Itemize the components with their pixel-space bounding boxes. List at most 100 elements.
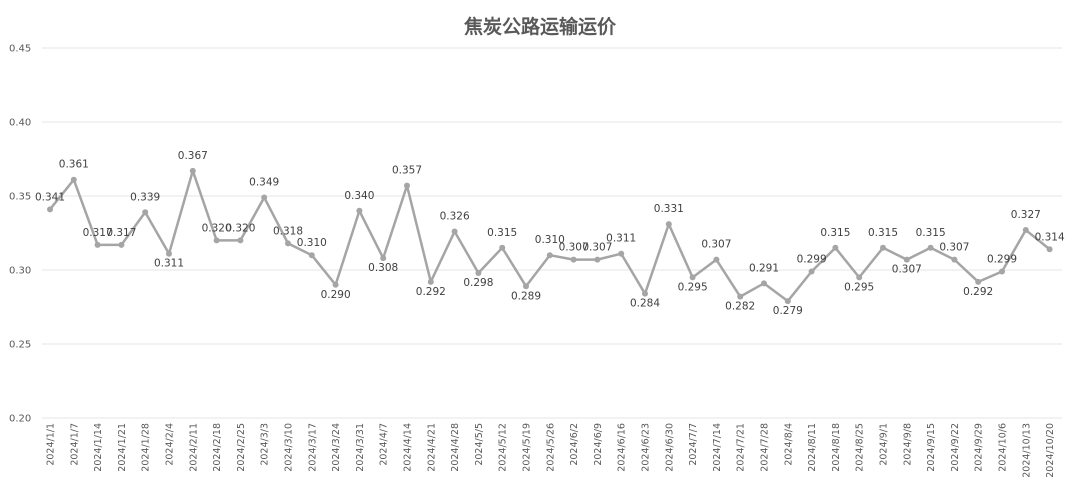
data-point: [713, 256, 720, 263]
data-label: 0.314: [1035, 231, 1065, 243]
data-label: 0.290: [321, 289, 351, 301]
data-label: 0.340: [344, 190, 374, 202]
data-point: [618, 250, 625, 257]
data-label: 0.320: [202, 222, 232, 234]
data-label: 0.315: [487, 227, 517, 239]
data-label: 0.282: [725, 301, 755, 313]
data-point: [404, 182, 410, 189]
data-point: [94, 241, 101, 248]
x-tick-label: 2024/5/5: [474, 423, 485, 466]
data-point: [70, 176, 77, 183]
data-point: [975, 278, 982, 285]
data-label: 0.307: [582, 242, 612, 254]
x-tick-label: 2024/4/28: [450, 423, 461, 472]
x-tick-label: 2024/3/3: [260, 423, 271, 466]
data-label: 0.317: [106, 227, 136, 239]
x-tick-label: 2024/9/29: [974, 423, 985, 472]
x-tick-label: 2024/3/17: [307, 423, 318, 472]
y-tick-label: 0.20: [9, 414, 31, 425]
x-tick-label: 2024/8/4: [783, 423, 794, 466]
data-label: 0.326: [440, 211, 470, 223]
data-point: [808, 268, 815, 275]
data-label: 0.310: [535, 234, 565, 246]
x-tick-label: 2024/8/25: [855, 423, 866, 472]
data-label: 0.315: [916, 227, 946, 239]
data-point: [237, 237, 244, 244]
x-tick-label: 2024/1/21: [117, 423, 128, 472]
x-tick-label: 2024/1/14: [93, 423, 104, 472]
data-label: 0.317: [83, 227, 113, 239]
data-point: [761, 280, 767, 287]
data-label: 0.284: [630, 298, 660, 310]
data-point: [499, 244, 506, 251]
data-point: [951, 256, 958, 263]
x-tick-label: 2024/10/20: [1045, 423, 1056, 478]
y-tick-label: 0.45: [9, 44, 31, 55]
data-label: 0.295: [678, 281, 708, 293]
x-tick-label: 2024/1/28: [141, 423, 152, 472]
x-tick-label: 2024/8/11: [807, 423, 818, 472]
x-tick-label: 2024/9/15: [926, 423, 937, 472]
data-point: [1022, 227, 1029, 234]
data-point: [142, 209, 149, 216]
data-point: [642, 290, 648, 297]
data-point: [332, 281, 339, 288]
x-tick-label: 2024/4/14: [403, 423, 414, 472]
data-label: 0.298: [463, 277, 493, 289]
x-tick-label: 2024/8/18: [831, 423, 842, 472]
x-tick-label: 2024/5/26: [545, 423, 556, 472]
data-label: 0.327: [1011, 209, 1041, 221]
data-point: [832, 244, 839, 251]
x-tick-label: 2024/5/19: [522, 423, 533, 472]
x-tick-label: 2024/7/7: [688, 423, 699, 466]
x-tick-label: 2024/6/23: [641, 423, 652, 472]
x-tick-label: 2024/3/24: [331, 423, 342, 472]
data-label: 0.357: [392, 165, 422, 177]
data-point: [189, 167, 196, 174]
x-tick-label: 2024/4/21: [426, 423, 437, 472]
data-point: [1046, 246, 1053, 253]
data-point: [261, 194, 268, 201]
data-label: 0.311: [606, 233, 636, 245]
data-point: [213, 237, 220, 244]
y-tick-label: 0.25: [9, 340, 31, 351]
data-label: 0.307: [892, 264, 922, 276]
data-label: 0.318: [273, 225, 303, 237]
data-point: [689, 274, 696, 281]
data-label: 0.361: [59, 159, 89, 171]
data-point: [665, 221, 672, 228]
data-point: [570, 256, 577, 263]
data-label: 0.307: [559, 242, 589, 254]
data-label: 0.292: [416, 286, 446, 298]
x-tick-label: 2024/6/9: [593, 423, 604, 466]
data-label: 0.299: [987, 253, 1017, 265]
data-point: [356, 207, 363, 214]
x-tick-label: 2024/9/1: [879, 423, 890, 466]
data-point: [118, 241, 125, 248]
data-label: 0.279: [773, 305, 803, 317]
x-tick-label: 2024/9/8: [902, 423, 913, 466]
data-label: 0.339: [130, 191, 160, 203]
data-point: [451, 228, 458, 235]
data-point: [999, 268, 1005, 275]
data-point: [856, 274, 863, 281]
data-label: 0.292: [963, 286, 993, 298]
data-label: 0.289: [511, 290, 541, 302]
x-tick-label: 2024/10/6: [998, 423, 1009, 472]
data-point: [546, 252, 553, 259]
data-label: 0.341: [35, 191, 65, 203]
x-tick-label: 2024/7/28: [760, 423, 771, 472]
data-label: 0.310: [297, 237, 327, 249]
data-label: 0.367: [178, 150, 208, 162]
data-point: [903, 256, 910, 263]
data-label: 0.315: [868, 227, 898, 239]
y-tick-label: 0.35: [9, 192, 31, 203]
data-point: [784, 298, 791, 305]
data-point: [594, 256, 601, 263]
x-tick-label: 2024/5/12: [498, 423, 509, 472]
data-label: 0.308: [368, 262, 398, 274]
data-point: [737, 293, 744, 300]
data-point: [427, 278, 434, 285]
data-point: [475, 269, 482, 276]
